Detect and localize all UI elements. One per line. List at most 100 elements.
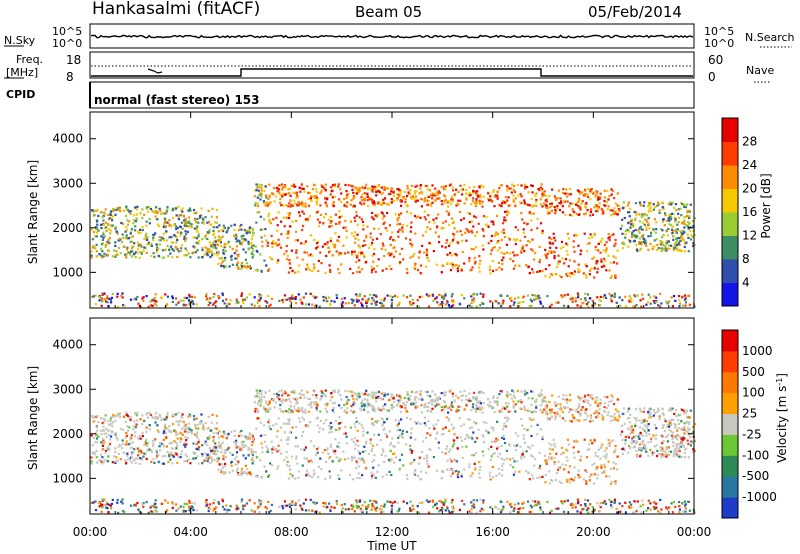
power-cell xyxy=(536,270,539,273)
velocity-cell xyxy=(137,438,140,441)
velocity-cell xyxy=(129,442,132,445)
velocity-cell xyxy=(236,445,240,448)
power-cell xyxy=(440,271,443,274)
power-noise-cell xyxy=(437,304,441,307)
power-cell xyxy=(97,214,100,217)
velocity-cell xyxy=(449,457,452,461)
velocity-cell xyxy=(248,436,251,439)
velocity-cell xyxy=(426,390,429,393)
power-cell xyxy=(296,256,299,259)
power-cell xyxy=(320,190,323,193)
power-cell xyxy=(185,249,189,252)
velocity-cell xyxy=(664,453,667,456)
power-cell xyxy=(471,231,474,234)
power-cell xyxy=(421,244,424,247)
velocity-cell xyxy=(313,390,316,393)
power-cell xyxy=(467,212,470,215)
power-cell xyxy=(164,226,167,229)
power-cell xyxy=(626,228,629,231)
power-cell xyxy=(259,183,262,186)
velocity-cell xyxy=(410,390,414,393)
power-cell xyxy=(184,223,187,226)
power-cell xyxy=(141,216,144,220)
velocity-cell xyxy=(319,419,322,422)
power-cell xyxy=(417,215,420,218)
power-cell xyxy=(216,244,219,247)
velocity-cell xyxy=(133,420,136,423)
power-cell xyxy=(297,204,300,207)
power-cell xyxy=(589,208,593,211)
power-cell xyxy=(638,213,641,216)
power-cell xyxy=(300,183,303,186)
power-cell xyxy=(102,255,105,258)
power-cell xyxy=(329,268,332,272)
velocity-cell xyxy=(612,419,615,422)
velocity-cell xyxy=(502,406,505,409)
velocity-cell xyxy=(421,398,424,401)
power-noise-cell xyxy=(687,294,690,297)
power-cell xyxy=(618,204,621,207)
power-cell xyxy=(568,193,571,196)
colorbar-frame xyxy=(721,117,739,307)
velocity-cell xyxy=(477,400,480,403)
velocity-cell xyxy=(289,400,292,403)
velocity-cell xyxy=(134,431,137,434)
power-cell xyxy=(161,212,164,215)
velocity-cell xyxy=(577,410,580,414)
velocity-cell xyxy=(530,418,533,421)
power-cell xyxy=(475,192,478,196)
velocity-cell xyxy=(411,449,414,452)
power-cell xyxy=(201,217,205,220)
velocity-cell xyxy=(105,435,108,438)
velocity-cell xyxy=(668,453,671,456)
power-cell xyxy=(621,218,624,221)
power-noise-cell xyxy=(289,299,292,303)
power-cell xyxy=(175,214,178,217)
power-cell xyxy=(217,262,220,265)
power-cell xyxy=(107,223,110,226)
velocity-cell xyxy=(343,403,346,407)
velocity-cell xyxy=(429,409,432,412)
power-cell xyxy=(586,242,589,245)
velocity-cell xyxy=(447,450,451,453)
power-cell xyxy=(478,255,481,258)
velocity-cell xyxy=(682,411,686,414)
velocity-cell xyxy=(165,416,168,419)
velocity-cell xyxy=(285,398,288,402)
velocity-cell xyxy=(614,408,617,411)
velocity-cell xyxy=(463,468,466,471)
velocity-cell xyxy=(138,462,141,465)
power-cell xyxy=(339,188,342,191)
power-cell xyxy=(616,262,619,265)
velocity-cell xyxy=(386,393,389,396)
velocity-cell xyxy=(448,429,451,432)
velocity-cell xyxy=(427,420,430,423)
velocity-cell xyxy=(508,444,511,447)
power-cell xyxy=(541,187,544,191)
power-noise-cell xyxy=(618,296,621,299)
power-cell xyxy=(131,250,134,253)
velocity-cell xyxy=(308,397,312,401)
velocity-cell xyxy=(380,409,383,412)
power-cell xyxy=(101,250,104,253)
power-cell xyxy=(682,239,685,242)
velocity-cell xyxy=(213,459,216,462)
velocity-cell xyxy=(432,424,435,427)
power-cell xyxy=(554,239,557,242)
power-cell xyxy=(551,242,554,245)
power-cell xyxy=(666,247,669,250)
power-cell xyxy=(387,203,390,206)
power-cell xyxy=(431,184,434,187)
power-cell xyxy=(95,235,98,238)
power-cell xyxy=(416,199,419,202)
power-noise-cell xyxy=(550,303,553,306)
power-cell xyxy=(156,223,159,226)
velocity-cell xyxy=(96,429,99,432)
power-noise-cell xyxy=(513,301,516,304)
velocity-cell xyxy=(482,435,485,438)
power-cell xyxy=(307,197,310,200)
power-cell xyxy=(587,187,590,191)
power-cell xyxy=(638,237,642,240)
power-cell xyxy=(565,188,568,191)
power-cell xyxy=(163,239,166,242)
